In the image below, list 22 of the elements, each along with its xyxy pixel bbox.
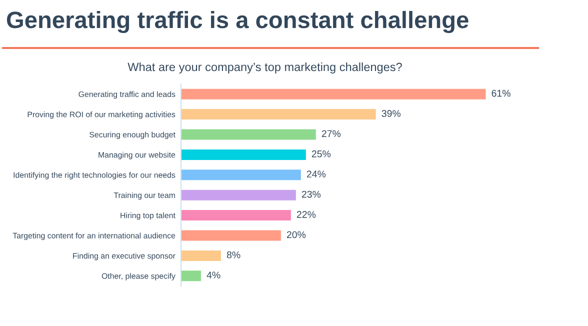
bar [181,170,301,180]
data-label: 39% [382,110,401,117]
data-label: 22% [296,211,316,218]
data-label: 8% [226,251,240,258]
bar [181,88,486,100]
bar [181,270,201,282]
data-label: 25% [312,150,331,158]
data-label: 4% [206,272,220,278]
chart-subtitle: What are your company’s top marketing challenges? [128,62,402,74]
bar [181,230,281,241]
chart-title: Generating traffic is a constant challenge [6,10,468,34]
data-label: 20% [286,231,306,238]
bar [181,250,221,261]
bar [181,210,291,221]
data-label: 61% [492,90,510,97]
bar [181,149,306,160]
data-label: 27% [322,130,341,138]
bar [181,109,376,120]
data-label: 24% [306,170,326,178]
bar [181,190,296,200]
data-label: 23% [302,190,321,198]
bar [181,129,316,140]
